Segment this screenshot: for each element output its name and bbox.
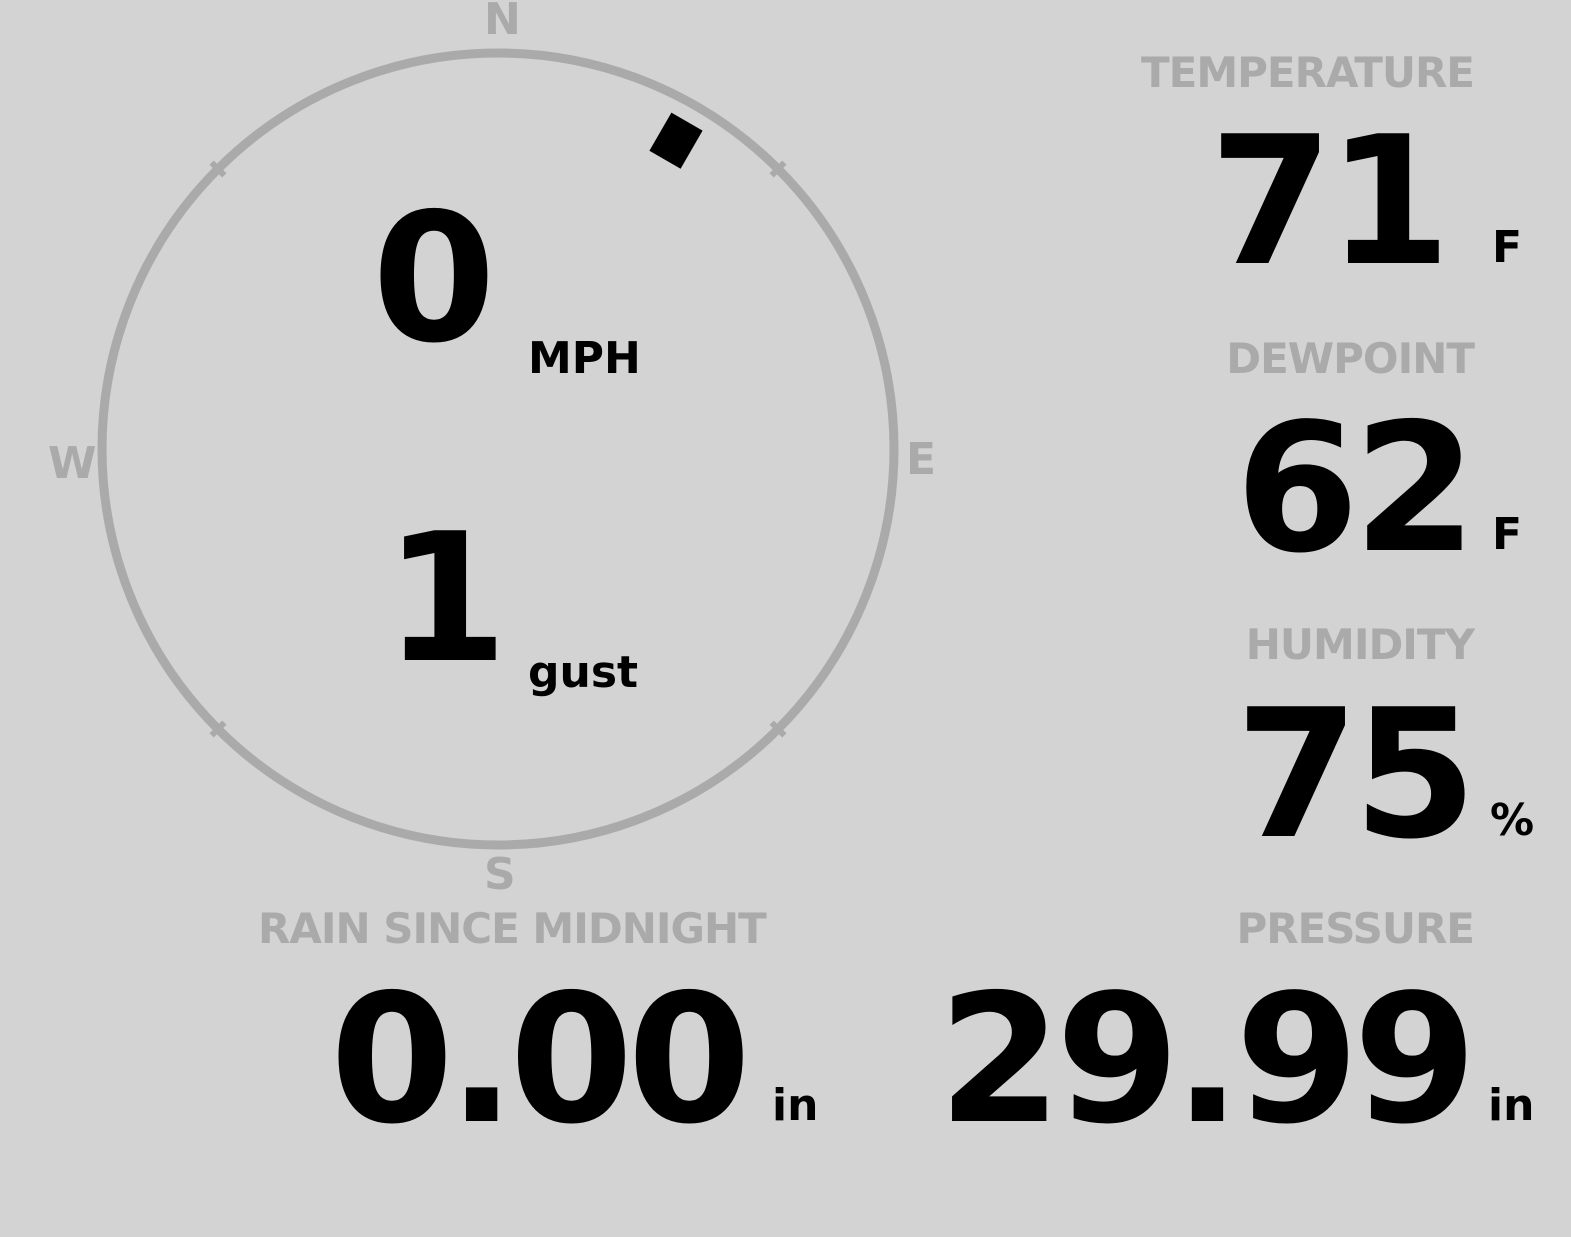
humidity-label: HUMIDITY <box>1245 620 1475 669</box>
pressure-value: 29.99 <box>937 956 1477 1163</box>
compass-tick <box>209 160 227 178</box>
compass-ring <box>97 48 899 850</box>
dewpoint-unit: F <box>1492 509 1523 560</box>
compass-tick <box>769 720 787 738</box>
compass-tick <box>769 160 787 178</box>
dewpoint-label: DEWPOINT <box>1226 334 1475 383</box>
rain-value: 0.00 <box>330 956 751 1163</box>
dewpoint-value: 62 <box>1235 385 1477 592</box>
temperature-label: TEMPERATURE <box>1141 48 1475 97</box>
temperature-unit: F <box>1492 222 1523 273</box>
compass-tick <box>209 720 227 738</box>
pressure-label: PRESSURE <box>1236 904 1475 953</box>
temperature-value: 71 <box>1209 98 1451 305</box>
rain-label: RAIN SINCE MIDNIGHT <box>258 904 767 953</box>
wind-gust-value: 1 <box>384 495 508 702</box>
wind-speed-unit: MPH <box>528 333 641 384</box>
compass-south: S <box>484 849 516 900</box>
humidity-value: 75 <box>1235 671 1477 878</box>
compass-west: W <box>48 438 97 489</box>
wind-direction-marker <box>649 112 703 169</box>
wind-gust-unit: gust <box>528 647 639 698</box>
pressure-unit: in <box>1488 1080 1535 1131</box>
humidity-unit: % <box>1490 795 1535 846</box>
compass-north: N <box>484 0 521 45</box>
wind-speed-value: 0 <box>372 175 496 382</box>
rain-unit: in <box>772 1080 819 1131</box>
compass-east: E <box>906 434 937 485</box>
